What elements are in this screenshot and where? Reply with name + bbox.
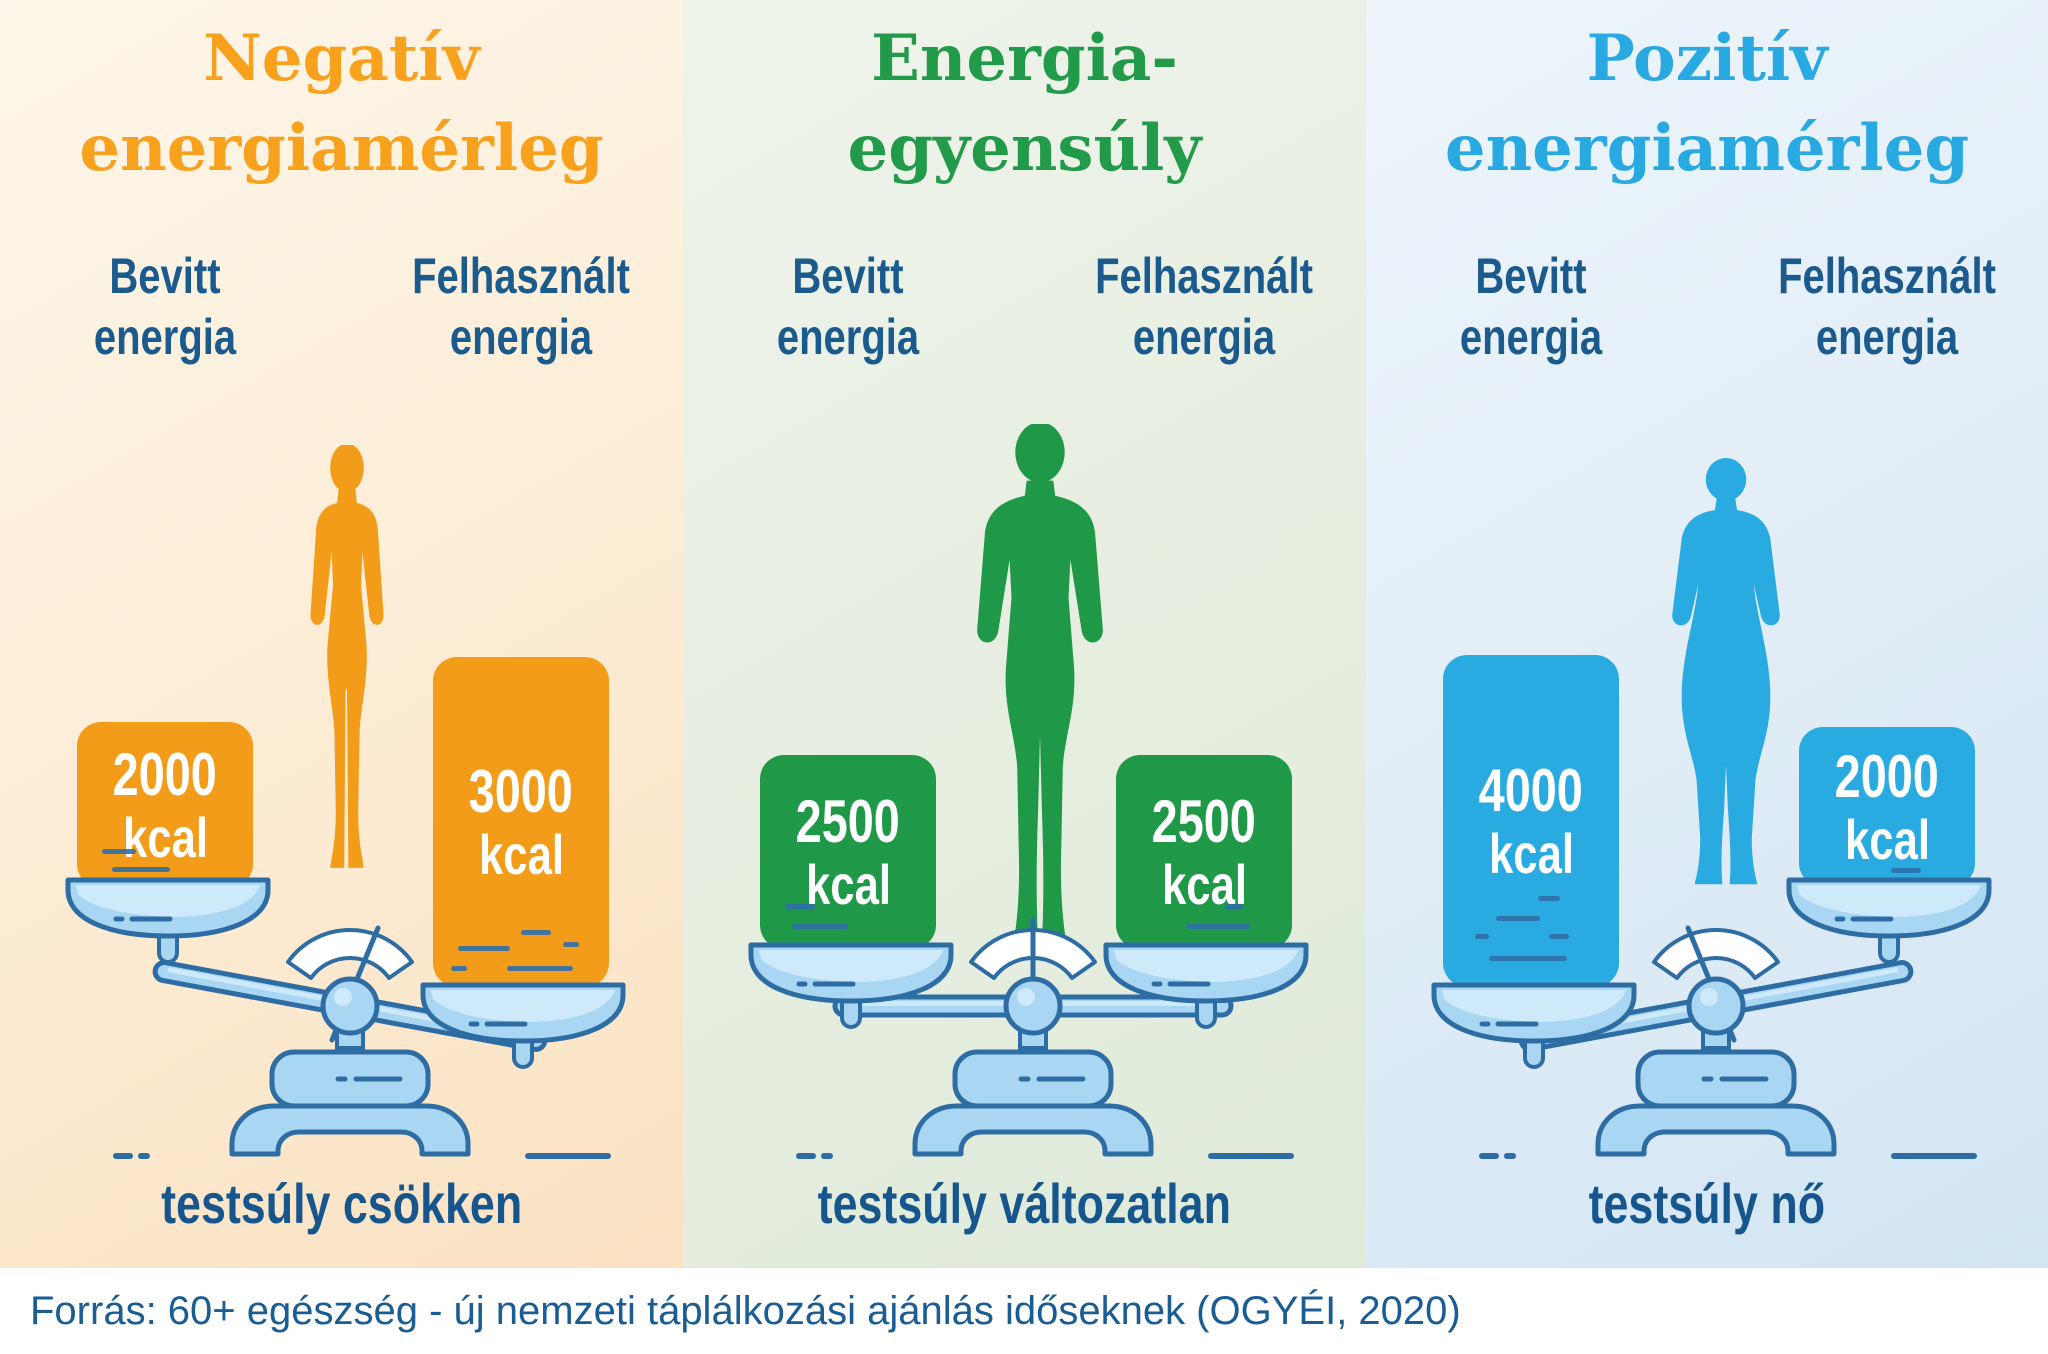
used-kcal-block: 3000 kcal	[433, 657, 609, 987]
intake-kcal-block: 4000 kcal	[1443, 655, 1619, 987]
used-kcal-block: 2500 kcal	[1116, 755, 1292, 949]
decorative-dash	[1474, 934, 1489, 939]
weight-change-caption: testsúly változatlan	[817, 1172, 1232, 1235]
overweight-person-silhouette-icon	[1672, 458, 1780, 885]
used-kcal-value: 2500	[1151, 788, 1257, 855]
intake-kcal-unit: kcal	[122, 806, 208, 869]
balance-scale-icon	[1426, 858, 1996, 1159]
decorative-dash	[1225, 904, 1244, 909]
used-energy-label: Felhasznált energia	[1095, 248, 1313, 365]
used-kcal-block: 2000 kcal	[1799, 727, 1975, 887]
used-kcal-unit: kcal	[478, 823, 564, 886]
panel-title-line1: Negatív	[203, 21, 480, 96]
decorative-dash	[1186, 924, 1251, 929]
decorative-dash	[457, 946, 510, 951]
weight-change-caption: testsúly nő	[1588, 1172, 1826, 1235]
weight-change-caption: testsúly csökken	[160, 1172, 523, 1235]
decorative-dash	[1495, 916, 1540, 921]
used-energy-label: Felhasznált energia	[1778, 248, 1996, 365]
panel-energy-balance: Energia- egyensúly Bevitt energia Felhas…	[683, 0, 1366, 1268]
decorative-dash	[112, 867, 171, 872]
intake-kcal-value: 4000	[1478, 757, 1584, 824]
intake-energy-label: Bevitt energia	[93, 248, 237, 365]
intake-energy-label: Bevitt energia	[1459, 248, 1603, 365]
intake-kcal-unit: kcal	[1488, 822, 1574, 885]
decorative-dash	[506, 966, 573, 971]
used-kcal-value: 3000	[468, 758, 574, 825]
decorative-dash	[450, 966, 467, 971]
panel-title: Energia- egyensúly	[683, 14, 1366, 194]
thin-person-silhouette-icon	[310, 445, 384, 868]
intake-energy-label: Bevitt energia	[776, 248, 920, 365]
intake-kcal-value: 2500	[795, 788, 901, 855]
used-kcal-value: 2000	[1834, 743, 1940, 810]
decorative-dash	[1890, 868, 1921, 873]
decorative-dash	[563, 942, 580, 947]
decorative-dash	[1488, 956, 1567, 961]
panel-title: Pozitív energiamérleg	[1366, 14, 2048, 194]
panel-positive-energy-balance: Pozitív energiamérleg Bevitt energia Fel…	[1366, 0, 2048, 1268]
balance-scale-icon	[60, 858, 630, 1159]
balance-scale-icon	[743, 917, 1313, 1159]
used-kcal-unit: kcal	[1844, 808, 1930, 871]
panel-title-line2: egyensúly	[847, 111, 1202, 186]
panel-title-line1: Energia-	[871, 21, 1178, 96]
source-text: Forrás: 60+ egészség - új nemzeti táplál…	[30, 1289, 1461, 1333]
panel-title: Negatív energiamérleg	[0, 14, 683, 194]
intake-kcal-block: 2000 kcal	[77, 722, 253, 888]
panel-title-line1: Pozitív	[1586, 21, 1828, 96]
decorative-dash	[791, 924, 848, 929]
panel-title-line2: energiamérleg	[79, 111, 604, 186]
source-bar: Forrás: 60+ egészség - új nemzeti táplál…	[0, 1268, 2048, 1354]
decorative-dash	[521, 930, 551, 935]
intake-kcal-unit: kcal	[805, 853, 891, 916]
used-energy-label: Felhasznált energia	[412, 248, 630, 365]
decorative-dash	[784, 904, 815, 909]
panel-negative-energy-balance: Negatív energiamérleg Bevitt energia Fel…	[0, 0, 683, 1268]
decorative-dash	[101, 849, 136, 854]
fit-person-silhouette-icon	[977, 424, 1103, 947]
intake-kcal-block: 2500 kcal	[760, 755, 936, 949]
intake-kcal-value: 2000	[112, 741, 218, 808]
decorative-dash	[1548, 934, 1569, 939]
decorative-dash	[1538, 896, 1561, 901]
panel-title-line2: energiamérleg	[1444, 111, 1970, 186]
